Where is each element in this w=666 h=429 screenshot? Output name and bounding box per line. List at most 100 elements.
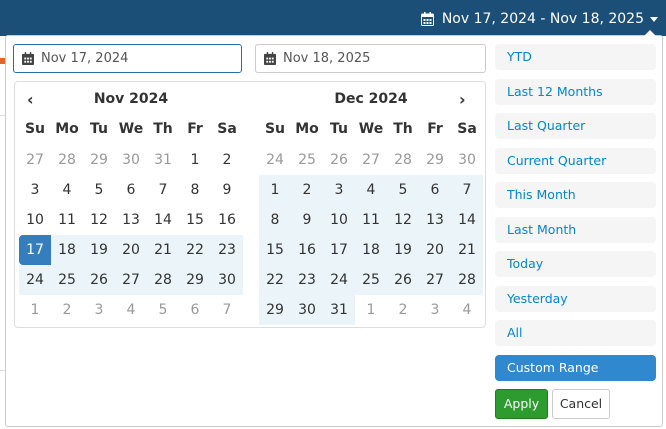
calendar-day[interactable]: 1 [259,175,291,205]
calendar-day[interactable]: 3 [323,175,355,205]
calendar-day[interactable]: 12 [90,212,108,228]
calendar-day[interactable]: 10 [323,205,355,235]
calendar-day[interactable]: 2 [62,302,72,318]
calendar-day[interactable]: 29 [259,295,291,325]
calendar-day[interactable]: 29 [179,265,211,295]
end-date-input[interactable]: Nov 18, 2025 [255,44,486,73]
calendar-day[interactable]: 27 [362,152,380,168]
calendar-day[interactable]: 24 [19,265,51,295]
calendar-day[interactable]: 20 [419,235,451,265]
calendar-day[interactable]: 3 [30,182,40,198]
calendar-day[interactable]: 4 [62,182,72,198]
calendar-day[interactable]: 28 [147,265,179,295]
calendar-day[interactable]: 30 [211,265,243,295]
calendar-day[interactable]: 16 [218,212,236,228]
calendar-day[interactable]: 9 [291,205,323,235]
calendar-day[interactable]: 23 [211,235,243,265]
prev-month-chevron-icon[interactable]: ‹ [27,90,34,109]
calendar-day[interactable]: 18 [355,235,387,265]
date-range-toggle[interactable]: Nov 17, 2024 - Nov 18, 2025 [420,11,658,27]
calendar-day[interactable]: 19 [387,235,419,265]
range-option[interactable]: Last Month [495,216,656,243]
calendar-day[interactable]: 30 [122,152,140,168]
start-date-input[interactable]: Nov 17, 2024 [13,44,242,73]
range-option[interactable]: Current Quarter [495,147,656,174]
calendar-day[interactable]: 2 [222,152,232,168]
calendar-day[interactable]: 15 [186,212,204,228]
calendar-day[interactable]: 5 [158,302,168,318]
calendar-day[interactable]: 6 [419,175,451,205]
calendar-day[interactable]: 5 [387,175,419,205]
calendar-day[interactable]: 28 [394,152,412,168]
calendar-day[interactable]: 24 [323,265,355,295]
range-option[interactable]: This Month [495,182,656,208]
calendar-day[interactable]: 23 [291,265,323,295]
calendar-day[interactable]: 15 [259,235,291,265]
calendar-day[interactable]: 5 [94,182,104,198]
calendar-day[interactable]: 30 [458,152,476,168]
calendar-day[interactable]: 28 [58,152,76,168]
calendar-day-selected[interactable]: 17 [19,235,51,265]
calendar-day[interactable]: 27 [419,265,451,295]
calendar-day[interactable]: 22 [259,265,291,295]
calendar-day[interactable]: 4 [355,175,387,205]
calendar-day[interactable]: 21 [147,235,179,265]
calendar-day[interactable]: 16 [291,235,323,265]
calendar-day[interactable]: 19 [83,235,115,265]
range-option[interactable]: All [495,320,656,346]
calendar-day[interactable]: 31 [154,152,172,168]
calendar-day[interactable]: 28 [451,265,483,295]
range-option[interactable]: Last 12 Months [495,78,656,105]
calendar-day[interactable]: 30 [291,295,323,325]
calendar-day[interactable]: 22 [179,235,211,265]
calendar-day[interactable]: 10 [26,212,44,228]
calendar-day[interactable]: 25 [51,265,83,295]
calendar-day[interactable]: 29 [90,152,108,168]
calendar-day[interactable]: 20 [115,235,147,265]
calendar-day[interactable]: 1 [366,302,376,318]
calendar-day[interactable]: 26 [83,265,115,295]
calendar-day[interactable]: 11 [58,212,76,228]
calendar-day[interactable]: 14 [154,212,172,228]
calendar-day[interactable]: 26 [330,152,348,168]
calendar-day[interactable]: 7 [222,302,232,318]
cancel-button[interactable]: Cancel [552,389,610,419]
calendar-day[interactable]: 12 [387,205,419,235]
calendar-day[interactable]: 7 [158,182,168,198]
calendar-day[interactable]: 6 [126,182,136,198]
calendar-day[interactable]: 27 [115,265,147,295]
calendar-day[interactable]: 11 [355,205,387,235]
calendar-day[interactable]: 6 [190,302,200,318]
calendar-day[interactable]: 13 [122,212,140,228]
calendar-day[interactable]: 13 [419,205,451,235]
calendar-day[interactable]: 31 [323,295,355,325]
calendar-day[interactable]: 9 [222,182,232,198]
calendar-day[interactable]: 1 [30,302,40,318]
calendar-day[interactable]: 3 [94,302,104,318]
range-option[interactable]: YTD [495,44,656,70]
calendar-day[interactable]: 14 [451,205,483,235]
calendar-day[interactable]: 25 [298,152,316,168]
range-option[interactable]: Yesterday [495,285,656,312]
range-option[interactable]: Custom Range [495,354,656,381]
apply-button[interactable]: Apply [495,389,548,419]
calendar-day[interactable]: 8 [190,182,200,198]
range-option[interactable]: Today [495,251,656,277]
next-month-chevron-icon[interactable]: › [459,90,466,109]
calendar-day[interactable]: 25 [355,265,387,295]
calendar-day[interactable]: 26 [387,265,419,295]
calendar-day[interactable]: 27 [26,152,44,168]
calendar-day[interactable]: 18 [51,235,83,265]
calendar-day[interactable]: 21 [451,235,483,265]
calendar-day[interactable]: 17 [323,235,355,265]
calendar-day[interactable]: 24 [266,152,284,168]
calendar-day[interactable]: 29 [426,152,444,168]
calendar-day[interactable]: 7 [451,175,483,205]
calendar-day[interactable]: 2 [398,302,408,318]
calendar-day[interactable]: 4 [126,302,136,318]
calendar-day[interactable]: 4 [462,302,472,318]
calendar-day[interactable]: 1 [190,152,200,168]
calendar-day[interactable]: 3 [430,302,440,318]
calendar-day[interactable]: 8 [259,205,291,235]
range-option[interactable]: Last Quarter [495,113,656,139]
